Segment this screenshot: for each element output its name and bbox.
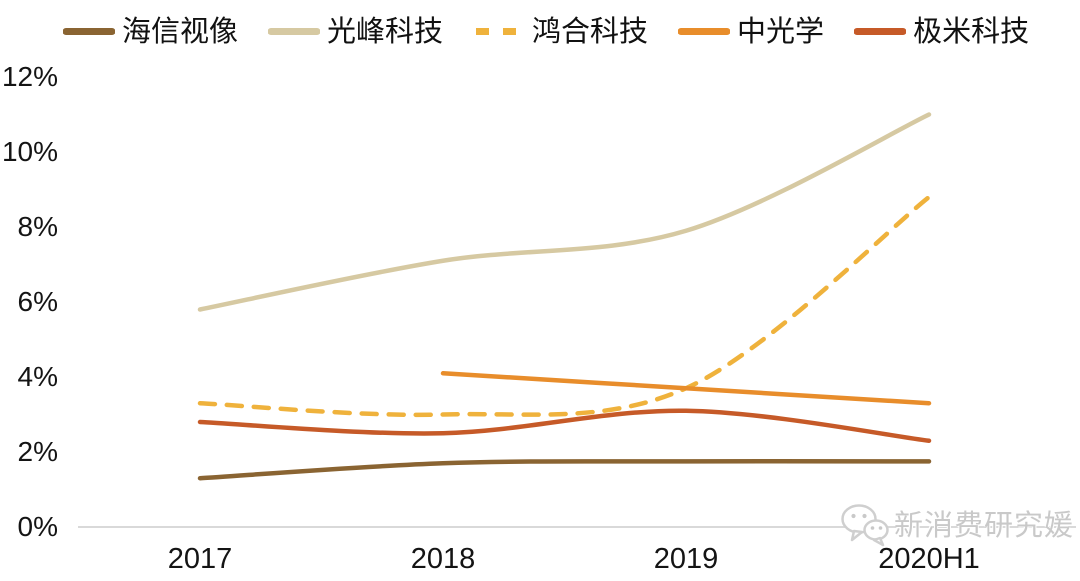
series-line-4 [197,408,932,443]
line-swatch-icon [678,28,731,35]
y-tick-label: 0% [17,511,58,542]
legend-label: 光峰科技 [327,14,444,48]
x-axis-label: 2020H1 [878,543,980,575]
y-tick-label: 8% [17,211,58,242]
watermark: 新消费研究媛 [840,502,1074,548]
legend-item-1: 光峰科技 [268,17,443,46]
legend-item-2: 鸿合科技 [473,17,648,46]
x-axis-label: 2019 [653,543,719,575]
series-line-3 [440,371,932,406]
y-tick-label: 4% [17,361,58,392]
y-tick-label: 10% [1,136,58,167]
watermark-text: 新消费研究媛 [893,507,1074,542]
series-line-0 [197,459,932,481]
wechat-icon [841,504,889,547]
legend-item-4: 极米科技 [854,17,1029,46]
line-swatch-icon [63,28,115,35]
x-axis-label: 2018 [410,543,476,575]
legend-item-3: 中光学 [678,17,824,46]
series-line-1 [197,112,932,312]
y-tick-label: 2% [17,436,58,467]
dashed-line-swatch-icon [476,28,523,35]
legend-label: 鸿合科技 [532,14,649,48]
line-swatch-icon [268,28,321,35]
legend-item-0: 海信视像 [63,17,238,46]
series-line-2 [197,194,932,418]
line-swatch-icon [854,28,907,35]
y-tick-label: 12% [1,61,58,92]
y-tick-label: 6% [17,286,58,317]
legend-label: 极米科技 [913,14,1030,48]
legend: 海信视像 光峰科技 鸿合科技 中光学 极米科技 [63,17,1029,46]
legend-label: 中光学 [737,14,825,48]
legend-label: 海信视像 [122,14,239,48]
x-axis-label: 2017 [167,543,233,575]
